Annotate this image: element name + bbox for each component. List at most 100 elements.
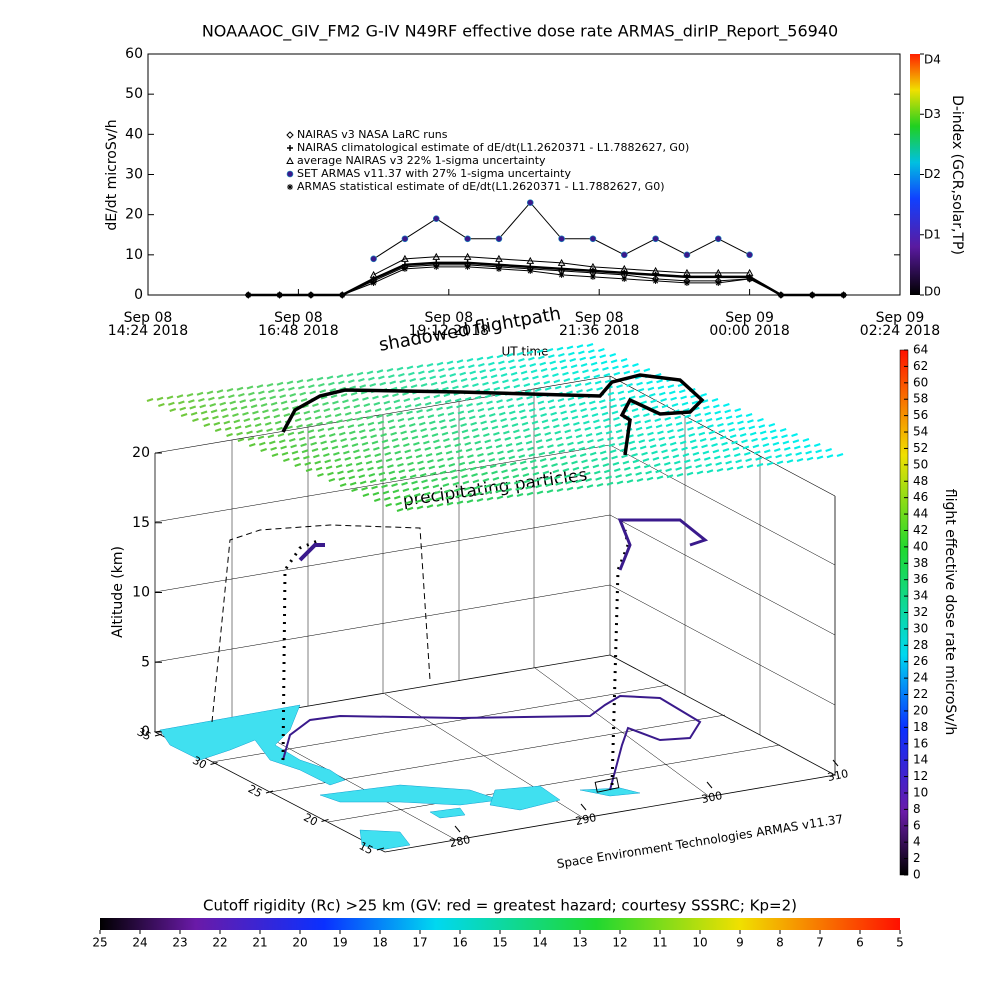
particle-dash bbox=[537, 445, 544, 450]
particle-dash bbox=[663, 461, 671, 466]
marker-circle bbox=[526, 199, 534, 206]
particle-dash bbox=[713, 455, 721, 460]
particle-dash bbox=[503, 385, 511, 390]
particle-dash bbox=[775, 454, 782, 459]
particle-dash bbox=[375, 459, 383, 464]
particle-dash bbox=[489, 367, 497, 373]
particle-dash bbox=[461, 429, 469, 434]
particle-dash bbox=[338, 476, 346, 481]
particle-dash bbox=[498, 456, 506, 461]
particle-dash bbox=[532, 375, 539, 380]
particle-dash bbox=[696, 470, 704, 475]
particle-dash bbox=[349, 385, 357, 390]
particle-dash bbox=[528, 452, 536, 458]
particle-dash bbox=[373, 401, 381, 406]
particle-dash bbox=[589, 451, 597, 456]
particle-dash bbox=[367, 421, 375, 426]
particle-dash bbox=[550, 366, 558, 371]
particle-dash bbox=[362, 396, 369, 401]
particle-dash bbox=[575, 434, 583, 439]
particle-dash bbox=[540, 367, 548, 373]
particle-dash bbox=[442, 482, 450, 488]
particle-dash bbox=[456, 359, 464, 364]
particle-dash bbox=[702, 450, 710, 455]
particle-dash bbox=[569, 357, 577, 363]
particle-dash bbox=[274, 420, 282, 425]
marker-plus bbox=[652, 271, 659, 278]
particle-dash bbox=[378, 471, 386, 476]
lon-tick bbox=[454, 825, 461, 833]
particle-dash bbox=[530, 414, 537, 419]
particle-dash bbox=[547, 444, 554, 449]
particle-dash bbox=[455, 449, 463, 454]
y-tick-label: 10 bbox=[125, 247, 143, 263]
particle-dash bbox=[476, 401, 483, 406]
particle-dash bbox=[462, 480, 470, 485]
legend-label: ARMAS statistical estimate of dE/dt(L1.2… bbox=[297, 180, 664, 193]
particle-dash bbox=[613, 467, 621, 473]
colorbar-tick-label: 14 bbox=[913, 753, 928, 767]
particle-dash bbox=[535, 439, 543, 444]
particle-dash bbox=[457, 410, 465, 415]
particle-dash bbox=[336, 419, 343, 424]
particle-dash bbox=[526, 350, 534, 355]
particle-dash bbox=[333, 406, 341, 411]
particle-dash bbox=[294, 417, 302, 423]
particle-dash bbox=[688, 432, 696, 438]
colorbar-tick-label: 22 bbox=[913, 687, 928, 701]
particle-dash bbox=[355, 461, 363, 466]
particle-dash bbox=[607, 391, 615, 396]
particle-dash bbox=[336, 374, 344, 379]
marker-asterisk bbox=[339, 292, 346, 298]
particle-dash bbox=[581, 414, 589, 419]
particle-dash bbox=[426, 362, 434, 368]
particle-dash bbox=[541, 464, 548, 469]
particle-dash bbox=[328, 381, 335, 386]
particle-dash bbox=[714, 410, 722, 415]
box-3d bbox=[153, 375, 837, 853]
particle-dash bbox=[681, 446, 688, 451]
particle-dash bbox=[563, 377, 571, 383]
colorbar-tick-label: 8 bbox=[913, 802, 921, 816]
lat-tick bbox=[210, 762, 218, 765]
particle-dash bbox=[599, 354, 607, 359]
particle-dash bbox=[398, 372, 405, 378]
marker-triangle bbox=[526, 256, 535, 264]
particle-dash bbox=[219, 401, 227, 406]
colorbar-tick-label: 13 bbox=[572, 936, 587, 950]
particle-dash bbox=[328, 477, 336, 483]
particle-dash bbox=[368, 427, 376, 433]
particle-dash bbox=[481, 471, 488, 476]
particle-dash bbox=[660, 397, 667, 403]
particle-dash bbox=[592, 464, 600, 469]
particle-dash bbox=[358, 377, 365, 383]
particle-dash bbox=[637, 432, 644, 438]
particle-dash bbox=[543, 425, 550, 430]
colorbar-tick-label: 23 bbox=[172, 936, 187, 950]
particle-dash bbox=[836, 452, 844, 458]
particle-dash bbox=[655, 469, 662, 474]
particle-dash bbox=[524, 389, 532, 394]
particle-dash bbox=[529, 459, 537, 464]
particle-dash bbox=[544, 386, 552, 391]
particle-dash bbox=[391, 482, 398, 488]
marker-asterisk bbox=[370, 279, 377, 286]
particle-dash bbox=[277, 432, 285, 438]
particle-dash bbox=[686, 471, 694, 476]
particle-dash bbox=[562, 371, 569, 376]
particle-dash bbox=[626, 382, 633, 388]
particle-dash bbox=[316, 376, 324, 381]
particle-dash bbox=[779, 427, 787, 433]
particle-dash bbox=[353, 449, 360, 454]
particle-dash bbox=[496, 354, 504, 359]
particle-dash bbox=[457, 455, 464, 460]
land-mass bbox=[159, 704, 641, 851]
particle-dash bbox=[272, 407, 279, 413]
colorbar-tick-label: 11 bbox=[652, 936, 667, 950]
particle-dash bbox=[418, 466, 426, 471]
particle-dash bbox=[470, 421, 477, 426]
particle-dash bbox=[436, 361, 444, 366]
particle-dash bbox=[257, 435, 265, 440]
particle-dash bbox=[565, 480, 572, 485]
particle-dash bbox=[386, 367, 394, 373]
